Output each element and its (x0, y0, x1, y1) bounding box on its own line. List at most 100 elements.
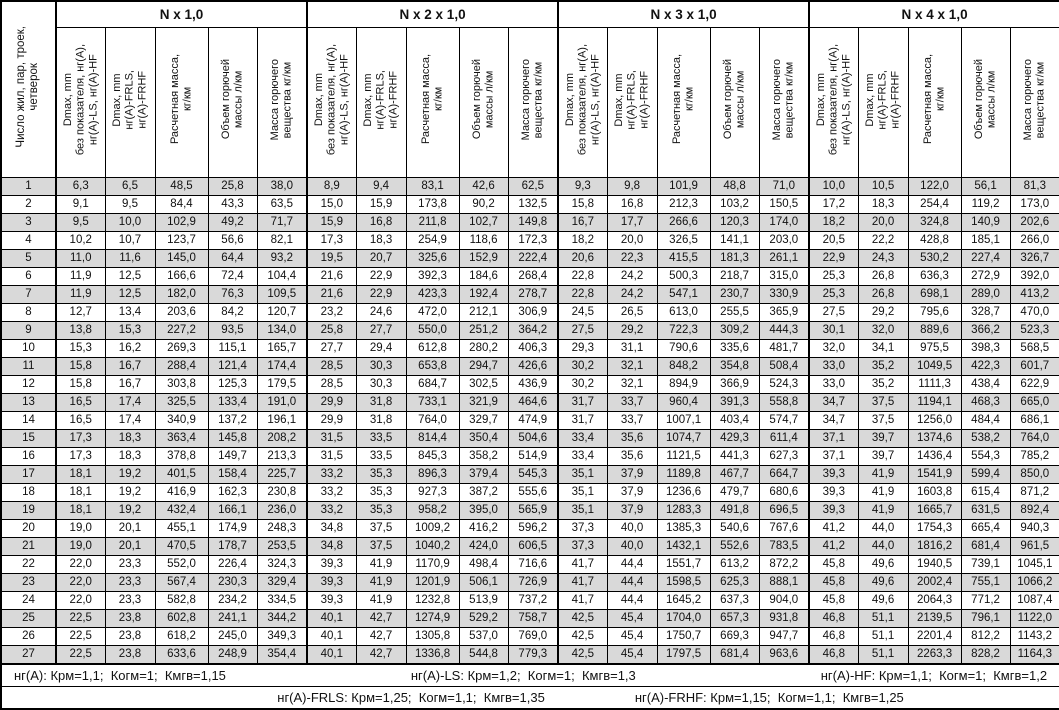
cell-g4-c4: 599,4 (960, 464, 1011, 484)
cell-g1-c4: 234,2 (207, 590, 258, 610)
cell-g1-c2: 10,7 (104, 230, 156, 250)
coef-ng-a-frls: нг(A)-FRLS: Крм=1,25; Когм=1,1; Кмгв=1,3… (277, 689, 545, 705)
cell-g2-c5: 769,0 (507, 626, 559, 646)
cell-g1-c2: 19,2 (104, 482, 156, 502)
table-row: 21 19,0 20,1 470,5 178,7 253,5 34,8 37,5 1040,2 4… (0, 536, 1059, 556)
cell-g4-c5: 392,0 (1009, 266, 1059, 286)
cell-g3-c1: 20,6 (557, 248, 608, 268)
cell-g2-c4: 294,7 (458, 356, 509, 376)
cell-g3-c5: 664,7 (758, 464, 810, 484)
cell-g2-c4: 350,4 (458, 428, 509, 448)
cell-g2-c5: 426,6 (507, 356, 559, 376)
cell-g2-c4: 212,1 (458, 302, 509, 322)
cell-g4-c3: 2002,4 (907, 572, 962, 592)
table-row: 22 22,0 23,3 552,0 226,4 324,3 39,3 41,9 1170,9 4… (0, 554, 1059, 574)
cell-g1-c2: 6,5 (104, 176, 156, 196)
cell-g2-c4: 498,4 (458, 554, 509, 574)
cell-g1-c3: 470,5 (154, 536, 209, 556)
cell-g1-c2: 18,3 (104, 428, 156, 448)
cell-g3-c4: 48,8 (709, 176, 760, 196)
cell-g1-c2: 20,1 (104, 536, 156, 556)
cell-g3-c2: 35,6 (606, 428, 658, 448)
col-header-g1-fuel-mass-label: Масса горючего вещества кг/км (269, 58, 294, 141)
cell-g3-c3: 960,4 (656, 392, 711, 412)
cell-g2-c3: 423,3 (405, 284, 460, 304)
col-header-g4-volume: Объем горючей массы л/км (960, 26, 1011, 178)
cell-g2-c1: 33,2 (306, 500, 357, 520)
cell-g4-c4: 366,2 (960, 320, 1011, 340)
cell-g2-c1: 40,1 (306, 626, 357, 646)
cell-g2-c1: 8,9 (306, 176, 357, 196)
cell-g3-c3: 1074,7 (656, 428, 711, 448)
cell-g2-c3: 733,1 (405, 392, 460, 412)
cell-g4-c5: 601,7 (1009, 356, 1059, 376)
cell-g4-c5: 1122,0 (1009, 608, 1059, 628)
cell-g4-c2: 37,5 (857, 392, 909, 412)
cell-g3-c3: 1704,0 (656, 608, 711, 628)
col-header-g2-volume: Объем горючей массы л/км (458, 26, 509, 178)
cell-g4-c3: 2263,3 (907, 644, 962, 664)
cell-g4-c3: 2139,5 (907, 608, 962, 628)
table-row: 20 19,0 20,1 455,1 174,9 248,3 34,8 37,5 1009,2 4… (0, 518, 1059, 538)
cell-g3-c5: 783,5 (758, 536, 810, 556)
col-header-g4-dmax: Dmax, mm без показателя, нг(A), нг(A)-LS… (808, 26, 859, 178)
cell-g4-c5: 266,0 (1009, 230, 1059, 250)
cell-g3-c1: 35,1 (557, 482, 608, 502)
cell-g1-c3: 303,8 (154, 374, 209, 394)
cell-g1-c5: 179,5 (256, 374, 308, 394)
cell-g1-c3: 401,5 (154, 464, 209, 484)
cell-g4-c4: 438,4 (960, 374, 1011, 394)
cell-g4-c5: 202,6 (1009, 212, 1059, 232)
cell-g3-c1: 15,8 (557, 194, 608, 214)
col-header-g4-dmax-label: Dmax, mm без показателя, нг(A), нг(A)-LS… (814, 43, 853, 156)
cell-g3-c4: 309,2 (709, 320, 760, 340)
cell-g3-c2: 29,2 (606, 320, 658, 340)
group-header-row: Число жил, пар, троек, четверок N x 1,0 … (0, 0, 1059, 178)
cell-g1-c5: 230,8 (256, 482, 308, 502)
cell-g1-c2: 19,2 (104, 464, 156, 484)
cell-g2-c1: 19,5 (306, 248, 357, 268)
cell-g1-c5: 354,4 (256, 644, 308, 664)
cell-g2-c1: 39,3 (306, 590, 357, 610)
cell-g3-c4: 467,7 (709, 464, 760, 484)
cell-g3-c4: 218,7 (709, 266, 760, 286)
cell-g1-c1: 15,8 (55, 374, 106, 394)
cell-g1-c1: 12,7 (55, 302, 106, 322)
cell-g1-c2: 23,3 (104, 572, 156, 592)
cell-g3-c3: 1189,8 (656, 464, 711, 484)
cell-g4-c4: 289,0 (960, 284, 1011, 304)
cell-g3-c5: 71,0 (758, 176, 810, 196)
cell-g4-c4: 771,2 (960, 590, 1011, 610)
cell-g4-c2: 39,7 (857, 428, 909, 448)
cell-g3-c2: 33,7 (606, 392, 658, 412)
cell-g2-c1: 33,2 (306, 482, 357, 502)
cell-g3-c4: 366,9 (709, 374, 760, 394)
cell-g1-c5: 248,3 (256, 518, 308, 538)
cell-g2-c3: 1201,9 (405, 572, 460, 592)
table-row: 25 22,5 23,8 602,8 241,1 344,2 40,1 42,7 1274,9 5… (0, 608, 1059, 628)
cell-g2-c2: 29,4 (355, 338, 407, 358)
cell-g3-c4: 681,4 (709, 644, 760, 664)
cell-g3-c3: 1797,5 (656, 644, 711, 664)
cell-g3-c3: 1283,3 (656, 500, 711, 520)
cell-g2-c3: 927,3 (405, 482, 460, 502)
cell-g2-c4: 90,2 (458, 194, 509, 214)
cell-g1-c1: 22,5 (55, 626, 106, 646)
cell-g1-c3: 618,2 (154, 626, 209, 646)
cell-g4-c1: 10,0 (808, 176, 859, 196)
row-number: 16 (0, 446, 57, 466)
cell-g1-c3: 340,9 (154, 410, 209, 430)
cell-g4-c1: 46,8 (808, 626, 859, 646)
cell-g4-c3: 2201,4 (907, 626, 962, 646)
cell-g2-c3: 1040,2 (405, 536, 460, 556)
cell-g4-c2: 49,6 (857, 590, 909, 610)
cell-g2-c1: 31,5 (306, 428, 357, 448)
cell-g2-c3: 392,3 (405, 266, 460, 286)
cell-g4-c2: 44,0 (857, 518, 909, 538)
cell-g1-c5: 191,0 (256, 392, 308, 412)
cell-g4-c1: 32,0 (808, 338, 859, 358)
coefficients-line-1: нг(A): Крм=1,1; Когм=1; Кмгв=1,15 нг(A)-… (0, 662, 1059, 687)
cell-g3-c5: 365,9 (758, 302, 810, 322)
cell-g4-c5: 413,2 (1009, 284, 1059, 304)
cell-g3-c1: 22,8 (557, 266, 608, 286)
